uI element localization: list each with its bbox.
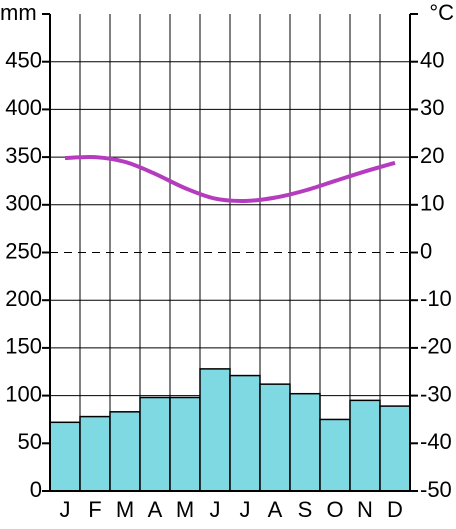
- x-tick-label: A: [268, 497, 283, 522]
- x-tick-label: J: [240, 497, 251, 522]
- y2-tick-label: -40: [420, 429, 452, 454]
- bar: [349, 399, 381, 492]
- bar: [259, 383, 291, 492]
- y-tick-label: 250: [5, 238, 42, 263]
- bar: [109, 411, 141, 492]
- x-tick-label: A: [148, 497, 163, 522]
- x-tick-label: S: [298, 497, 313, 522]
- bar: [379, 405, 411, 492]
- y-tick-label: 450: [5, 48, 42, 73]
- bar: [289, 392, 321, 492]
- x-tick-label: N: [357, 497, 373, 522]
- y-tick-label: 50: [18, 429, 42, 454]
- x-tick-label: O: [326, 497, 343, 522]
- y2-tick-label: 20: [420, 143, 444, 168]
- bar: [199, 368, 231, 492]
- y-tick-label: 100: [5, 381, 42, 406]
- x-tick-label: M: [176, 497, 194, 522]
- bar: [319, 418, 351, 492]
- x-tick-label: M: [116, 497, 134, 522]
- y2-tick-label: 0: [420, 238, 432, 263]
- x-tick-label: J: [210, 497, 221, 522]
- y-tick-label: 200: [5, 286, 42, 311]
- y-axis-label: mm: [0, 0, 37, 25]
- bar: [229, 374, 261, 492]
- x-tick-label: J: [60, 497, 71, 522]
- x-tick-label: D: [387, 497, 403, 522]
- x-tick-label: F: [88, 497, 101, 522]
- y2-tick-label: -20: [420, 334, 452, 359]
- y-tick-label: 350: [5, 143, 42, 168]
- bar: [49, 421, 81, 492]
- y-tick-label: 150: [5, 334, 42, 359]
- y2-tick-label: -30: [420, 381, 452, 406]
- y2-tick-label: 30: [420, 95, 444, 120]
- y-tick-label: 400: [5, 95, 42, 120]
- y2-tick-label: -10: [420, 286, 452, 311]
- y-tick-label: 300: [5, 191, 42, 216]
- bar: [169, 396, 201, 492]
- y2-tick-label: 40: [420, 48, 444, 73]
- bar: [139, 396, 171, 492]
- bar: [79, 415, 111, 492]
- y2-axis-label: °C: [429, 0, 454, 25]
- temperature-line: [64, 154, 396, 204]
- y2-tick-label: -50: [420, 477, 452, 502]
- y2-tick-label: 10: [420, 191, 444, 216]
- y-tick-label: 0: [30, 477, 42, 502]
